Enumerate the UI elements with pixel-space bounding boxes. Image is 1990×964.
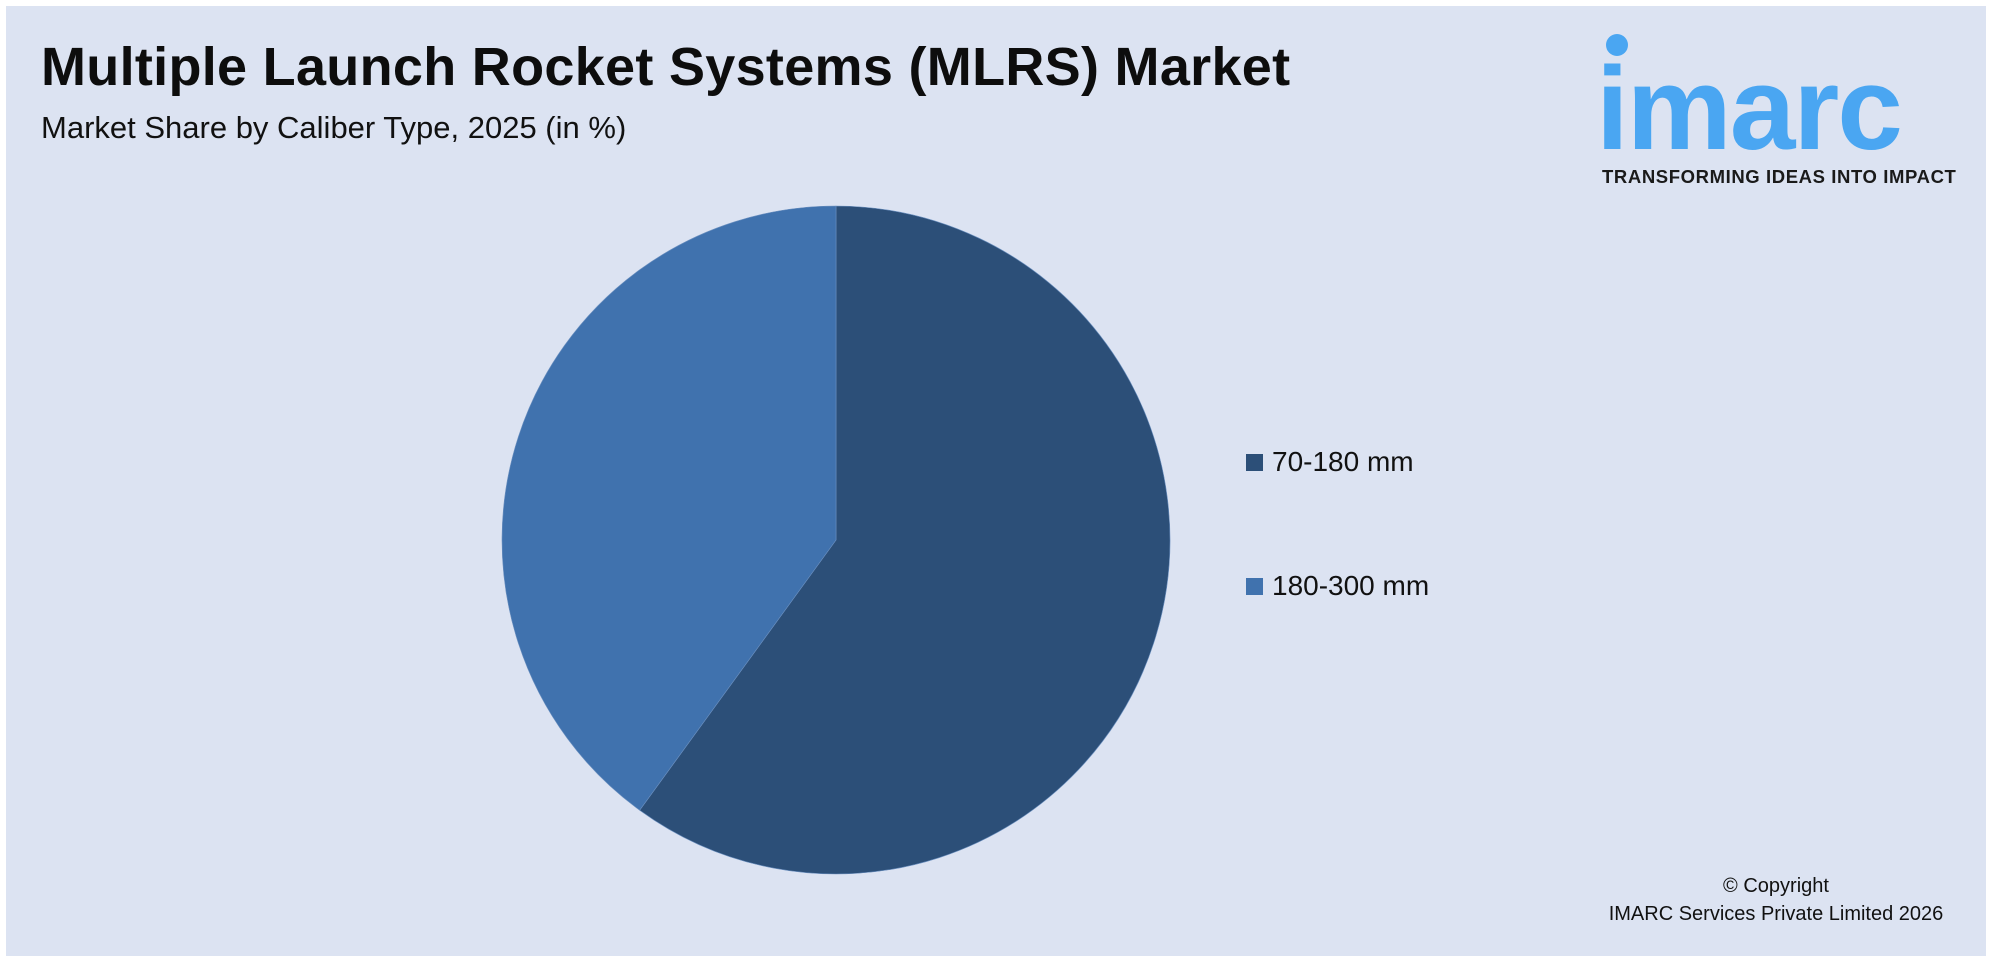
logo-tagline: TRANSFORMING IDEAS INTO IMPACT xyxy=(1602,166,1957,187)
chart-title: Multiple Launch Rocket Systems (MLRS) Ma… xyxy=(41,37,1291,97)
imarc-logo: imarc TRANSFORMING IDEAS INTO IMPACT xyxy=(1596,30,1976,190)
legend-swatch-icon xyxy=(1246,577,1263,595)
logo-dot-icon xyxy=(1606,34,1628,56)
legend-item-70-180mm: 70-180 mm xyxy=(1246,446,1414,478)
pie-slice-70-180mm xyxy=(639,205,1171,875)
copyright-line-2: IMARC Services Private Limited 2026 xyxy=(1608,903,1944,925)
logo-wordmark: imarc xyxy=(1596,43,1903,175)
legend-swatch-icon xyxy=(1246,453,1263,471)
chart-panel: Multiple Launch Rocket Systems (MLRS) Ma… xyxy=(6,6,1986,956)
copyright-notice: © Copyright IMARC Services Private Limit… xyxy=(1566,872,1986,928)
pie-chart xyxy=(501,205,1171,875)
pie-slice-180-300mm xyxy=(501,205,837,811)
copyright-line-1: © Copyright xyxy=(1723,875,1829,897)
chart-subtitle: Market Share by Caliber Type, 2025 (in %… xyxy=(41,110,627,145)
legend-label: 180-300 mm xyxy=(1272,570,1430,601)
legend-label: 70-180 mm xyxy=(1272,446,1414,477)
legend-item-180-300mm: 180-300 mm xyxy=(1246,570,1429,602)
